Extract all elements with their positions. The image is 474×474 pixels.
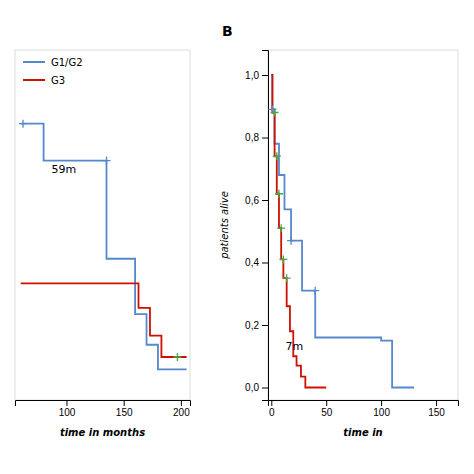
x-axis-line <box>16 401 191 407</box>
plot-area <box>19 120 187 370</box>
x-tick: 200 <box>173 400 190 418</box>
plot-frame <box>268 50 458 400</box>
censor-marker <box>287 237 295 245</box>
y-tick: 0,0 <box>245 382 268 393</box>
x-tick-label: 150 <box>428 407 445 418</box>
x-tick: 150 <box>428 400 445 418</box>
y-tick-mark <box>262 200 268 201</box>
legend-label: G1/G2 <box>51 57 83 68</box>
annotation: 59m <box>52 163 77 176</box>
x-tick-mark <box>181 400 182 406</box>
y-axis: 0,0 0,2 0,4 0,6 0,8 1,0 <box>245 51 268 401</box>
x-axis-line <box>269 401 459 407</box>
survival-curve <box>21 124 187 370</box>
x-axis-title: time in months <box>60 427 145 438</box>
x-tick-mark <box>124 400 125 406</box>
x-tick-label: 0 <box>269 407 275 418</box>
x-tick: 150 <box>116 400 133 418</box>
y-tick-mark <box>262 388 268 389</box>
x-axis: 0 50 100 150 <box>269 400 459 418</box>
x-tick-mark <box>66 400 67 406</box>
y-tick: 1,0 <box>245 70 268 81</box>
censor-marker <box>173 353 181 361</box>
x-tick: 0 <box>269 400 275 418</box>
y-tick: 0,6 <box>245 195 268 206</box>
survival-curve <box>271 75 414 388</box>
censor-marker <box>277 224 285 232</box>
panel: 100 150 200 59m time in months G1/G2 G3 <box>15 50 191 438</box>
x-tick-label: 50 <box>321 407 333 418</box>
censor-marker <box>273 152 281 160</box>
legend: G1/G2 G3 <box>23 57 83 86</box>
plot-frame <box>15 50 190 400</box>
censor-marker <box>103 157 111 165</box>
x-axis: 100 150 200 <box>16 400 191 418</box>
x-tick-label: 150 <box>116 407 133 418</box>
x-axis-title: time in <box>343 427 382 438</box>
survival-curve <box>271 75 326 388</box>
x-tick-mark <box>326 400 327 406</box>
y-tick-label: 0,8 <box>245 132 259 143</box>
censor-marker <box>283 274 291 282</box>
y-tick-label: 0,0 <box>245 382 259 393</box>
y-tick: 0,4 <box>245 257 268 268</box>
y-tick: 0,8 <box>245 132 268 143</box>
x-tick: 100 <box>59 400 76 418</box>
panel: 0 50 100 150 0,0 0,2 0,4 0,6 0,8 1,0 7m time in pati… <box>219 23 459 438</box>
survival-curve <box>21 283 187 357</box>
legend-label: G3 <box>51 75 65 86</box>
y-tick-label: 1,0 <box>245 70 259 81</box>
x-tick-mark <box>436 400 437 406</box>
x-tick-label: 200 <box>173 407 190 418</box>
y-tick-label: 0,4 <box>245 257 259 268</box>
x-tick: 100 <box>373 400 390 418</box>
y-tick: 0,2 <box>245 320 268 331</box>
y-tick-mark <box>262 263 268 264</box>
panel-title: B <box>222 23 233 39</box>
censor-marker <box>19 120 27 128</box>
y-tick-mark <box>262 75 268 76</box>
y-tick-mark <box>262 138 268 139</box>
x-tick: 50 <box>321 400 333 418</box>
y-axis-line <box>262 51 269 401</box>
x-tick-mark <box>381 400 382 406</box>
y-tick-label: 0,2 <box>245 320 259 331</box>
legend-swatch <box>23 79 45 81</box>
plot-area <box>268 75 414 388</box>
annotation: 7m <box>286 340 304 353</box>
x-tick-label: 100 <box>59 407 76 418</box>
x-tick-label: 100 <box>373 407 390 418</box>
censor-marker <box>271 109 279 117</box>
censor-marker <box>311 287 319 295</box>
chart-root: 10015020059mtime in monthsG1/G2G30501001… <box>0 0 474 474</box>
y-tick-label: 0,6 <box>245 195 259 206</box>
y-axis-title: patients alive <box>219 191 230 260</box>
y-tick-mark <box>262 325 268 326</box>
legend-swatch <box>23 61 45 63</box>
censor-marker <box>279 255 287 263</box>
censor-marker <box>275 190 283 198</box>
x-tick-mark <box>271 400 272 406</box>
